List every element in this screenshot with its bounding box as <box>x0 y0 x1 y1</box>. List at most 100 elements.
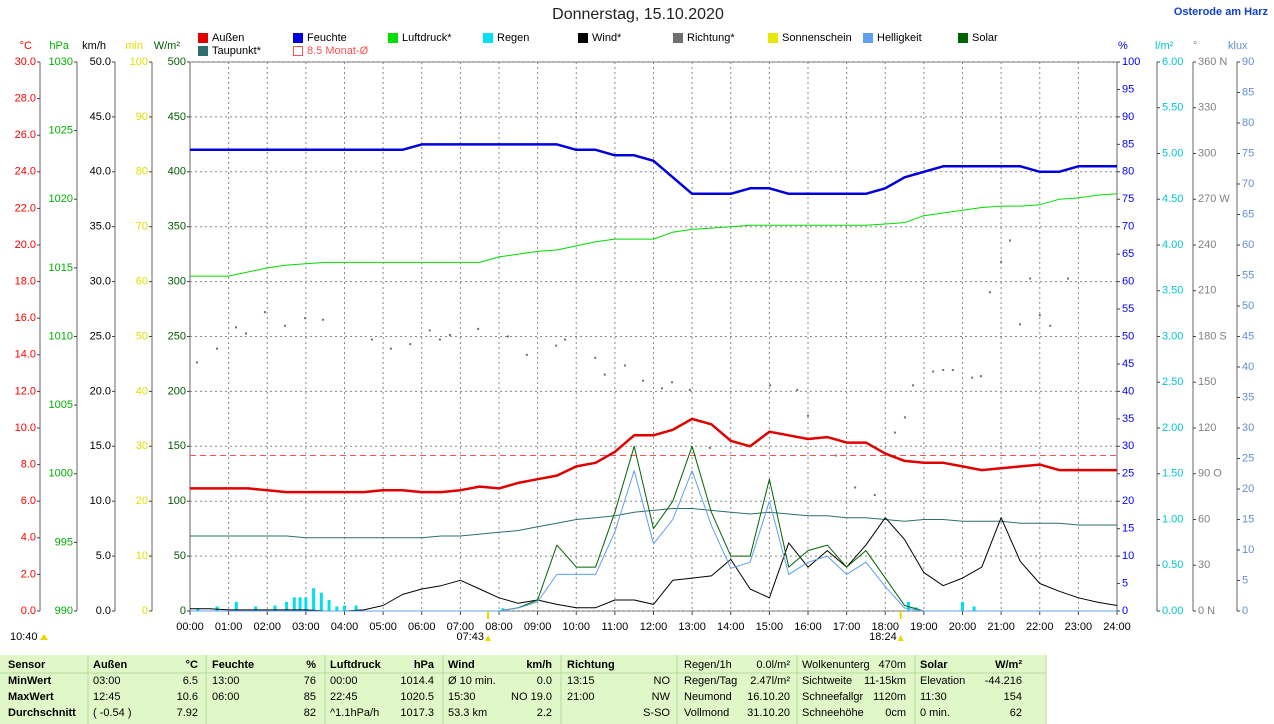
y-tick-label: 50 <box>174 550 186 562</box>
direction-dot <box>477 327 480 330</box>
x-tick-label: 21:00 <box>987 621 1015 633</box>
x-tick-label: 20:00 <box>949 621 977 633</box>
direction-dot <box>1019 323 1022 326</box>
direction-dot <box>893 431 896 434</box>
stats-cell: ^1.1hPa/h <box>330 707 379 719</box>
axis-unit: °C <box>20 40 32 52</box>
y-tick-label: 2.0 <box>21 568 36 580</box>
x-tick-label: 11:00 <box>602 621 629 633</box>
y-tick-label: 3.00 <box>1162 330 1183 342</box>
y-tick-label: 1025 <box>49 125 73 137</box>
stats-cell: 0.0l/m² <box>756 659 790 671</box>
y-tick-label: 45 <box>1242 330 1254 342</box>
direction-dot <box>555 344 558 347</box>
y-tick-label: 350 <box>168 221 186 233</box>
legend-swatch <box>198 46 208 56</box>
stats-cell: Solar <box>920 659 948 671</box>
y-tick-label: 45.0 <box>90 111 111 123</box>
y-tick-label: 90 O <box>1198 468 1222 480</box>
stats-cell: Neumond <box>684 691 732 703</box>
y-tick-label: 6.00 <box>1162 56 1183 68</box>
stats-cell: MaxWert <box>8 691 54 703</box>
series-line <box>190 143 1117 196</box>
y-tick-label: 65 <box>1122 248 1134 260</box>
axis-unit: l/m² <box>1155 40 1174 52</box>
rain-bar <box>501 608 505 611</box>
y-tick-label: 30.0 <box>15 56 36 68</box>
x-tick-label: 13:00 <box>678 621 706 633</box>
y-tick-label: 70 <box>1242 178 1254 190</box>
direction-dot <box>428 329 431 332</box>
y-tick-label: 85 <box>1242 86 1254 98</box>
x-tick-label: 22:00 <box>1026 621 1054 633</box>
stats-cell: W/m² <box>995 659 1022 671</box>
stats-cell: Elevation <box>920 675 965 687</box>
rain-bar <box>215 606 219 611</box>
x-tick-label: 07:00 <box>447 621 475 633</box>
y-tick-label: 30 <box>1198 559 1210 571</box>
direction-dot <box>304 317 307 320</box>
stats-cell: Wolkenunterg <box>802 659 870 671</box>
y-tick-label: 100 <box>1122 56 1140 68</box>
direction-dot <box>603 373 606 376</box>
x-tick-label: 19:00 <box>910 621 938 633</box>
stats-cell: 1014.4 <box>400 675 434 687</box>
stats-cell: 16.10.20 <box>747 691 790 703</box>
direction-dot <box>980 375 983 378</box>
stats-cell: 11:30 <box>920 691 947 703</box>
y-tick-label: 200 <box>168 385 186 397</box>
direction-dot <box>988 291 991 294</box>
chart-title: Donnerstag, 15.10.2020 <box>552 6 724 23</box>
y-tick-label: 10.0 <box>90 495 111 507</box>
direction-dot <box>284 324 287 327</box>
direction-dot <box>642 379 645 382</box>
direction-dot <box>438 338 441 341</box>
legend-swatch <box>198 33 208 43</box>
stats-cell: 82 <box>304 707 316 719</box>
x-tick-label: 17:00 <box>833 621 861 633</box>
stats-cell: ( -0.54 ) <box>93 707 132 719</box>
direction-dot <box>1066 277 1069 280</box>
y-tick-label: 150 <box>168 440 186 452</box>
direction-dot <box>370 338 373 341</box>
y-tick-label: 30 <box>136 440 148 452</box>
stats-cell: Luftdruck <box>330 659 382 671</box>
y-tick-label: 60 <box>136 276 148 288</box>
y-tick-label: 100 <box>130 56 148 68</box>
y-tick-label: 50 <box>136 330 148 342</box>
direction-dot <box>671 381 674 384</box>
y-tick-label: 80 <box>1122 166 1134 178</box>
y-tick-label: 450 <box>168 111 186 123</box>
x-tick-label: 23:00 <box>1065 621 1093 633</box>
rain-bar <box>196 608 200 611</box>
direction-dot <box>564 338 567 341</box>
y-tick-label: 35.0 <box>90 221 111 233</box>
y-tick-label: 16.0 <box>15 312 36 324</box>
axis-unit: klux <box>1228 40 1248 52</box>
y-tick-label: 1030 <box>49 56 73 68</box>
sunset-label: 18:24 <box>869 631 897 643</box>
stats-cell: 12:45 <box>93 691 121 703</box>
stats-cell: 1020.5 <box>400 691 434 703</box>
y-tick-label: 10 <box>136 550 148 562</box>
y-tick-label: 20.0 <box>90 385 111 397</box>
stats-cell: Feuchte <box>212 659 254 671</box>
y-tick-label: 80 <box>1242 117 1254 129</box>
y-tick-label: 300 <box>168 276 186 288</box>
y-tick-label: 40 <box>1122 385 1134 397</box>
y-tick-label: 50 <box>1122 330 1134 342</box>
series-line <box>190 470 1117 612</box>
stats-cell: Außen <box>93 659 128 671</box>
y-tick-label: 28.0 <box>15 93 36 105</box>
y-tick-label: 90 <box>136 111 148 123</box>
direction-dot <box>951 369 954 372</box>
x-tick-label: 06:00 <box>408 621 436 633</box>
y-tick-label: 95 <box>1122 83 1134 95</box>
stats-cell: 1017.3 <box>400 707 434 719</box>
legend-label: Sonnenschein <box>782 32 852 44</box>
stats-cell: 1120m <box>873 691 906 703</box>
y-tick-label: 0 <box>1122 605 1128 617</box>
y-tick-label: 330 <box>1198 102 1216 114</box>
stats-cell: MinWert <box>8 675 52 687</box>
direction-dot <box>708 446 711 449</box>
